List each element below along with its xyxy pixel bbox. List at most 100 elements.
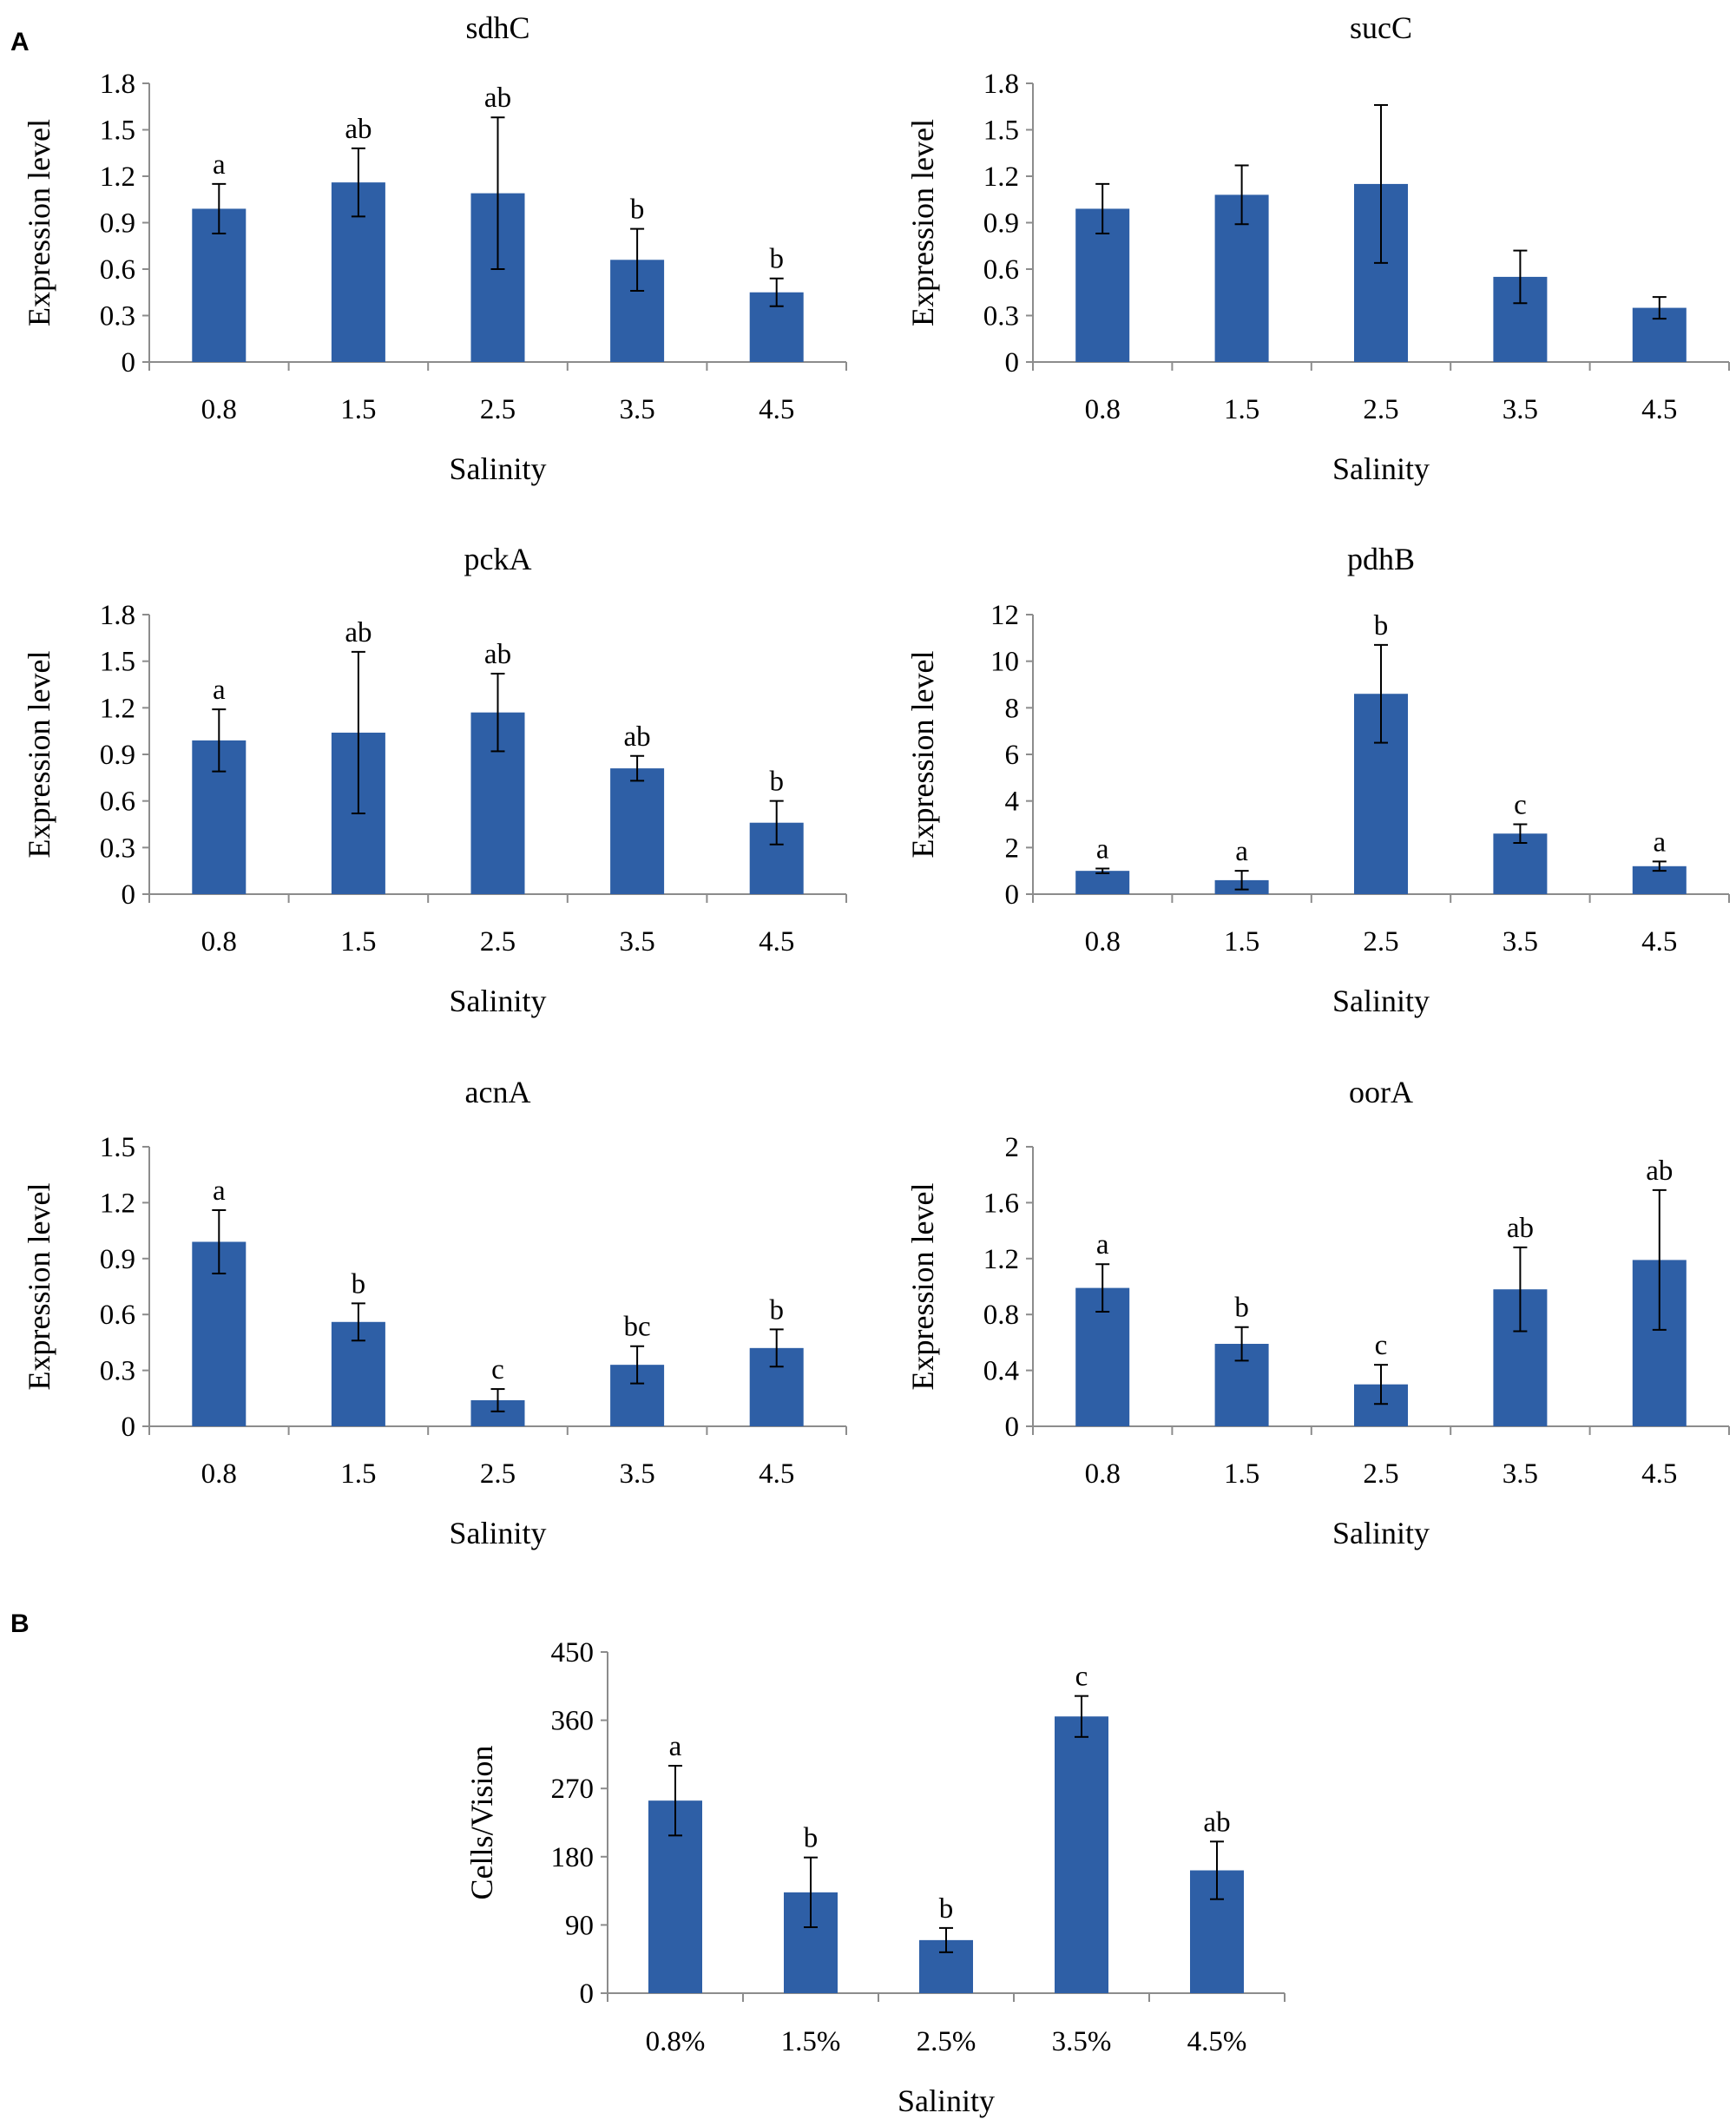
significance-label: ab (345, 617, 372, 648)
x-axis-label: Salinity (1332, 451, 1430, 486)
bar-3.5 (610, 768, 665, 894)
significance-label: ab (345, 114, 372, 145)
y-tick-label: 0.8 (983, 1300, 1019, 1331)
y-tick-label: 180 (551, 1842, 595, 1873)
y-tick-label: 0 (1005, 347, 1020, 378)
error-bar (769, 800, 784, 846)
x-axis-label: Salinity (449, 984, 546, 1018)
error-bar (490, 1388, 505, 1412)
error-bar (1095, 182, 1110, 234)
significance-label: a (1653, 826, 1666, 858)
bar-3.5% (1055, 1716, 1108, 1993)
y-axis-label: Expression level (22, 1183, 56, 1391)
error-bar (668, 1765, 682, 1837)
x-tick-label: 3.5 (1503, 394, 1538, 425)
error-bar (1652, 296, 1667, 320)
error-bar (1374, 1364, 1388, 1405)
error-bar (212, 182, 227, 234)
error-bar (351, 1302, 365, 1342)
x-tick-label: 4.5 (759, 394, 794, 425)
chart-title: sucC (1350, 10, 1412, 45)
error-bar (630, 227, 645, 292)
chart-pdhB: pdhB 0 2 4 6 8 10 12 a 0.8 a 1.5 b 2.5 c 3.5 a 4.5 Salinit… (905, 542, 1730, 1018)
significance-label: a (1096, 1229, 1109, 1260)
y-tick-label: 2 (1005, 833, 1020, 864)
x-tick-label: 0.8 (201, 394, 237, 425)
x-tick-label: 4.5 (759, 1458, 794, 1490)
x-tick-label: 0.8 (201, 1458, 237, 1490)
error-bar (1513, 823, 1528, 844)
x-tick-label: 0.8 (1085, 1458, 1121, 1490)
x-tick-label: 3.5 (619, 926, 654, 958)
y-tick-label: 1.8 (100, 600, 135, 631)
x-tick-label: 1.5% (781, 2026, 841, 2057)
y-tick-label: 1.2 (983, 1244, 1019, 1275)
y-tick-label: 450 (551, 1637, 595, 1669)
y-tick-label: 90 (565, 1910, 594, 1941)
chart-sucC: sucC 0 0.3 0.6 0.9 1.2 1.5 1.8 0.8 1.5 2.5 3.5 4.5 Sa… (905, 10, 1730, 486)
significance-label: b (939, 1893, 954, 1925)
x-tick-label: 2.5 (1363, 926, 1398, 958)
error-bar (212, 708, 227, 773)
y-tick-label: 0.3 (100, 301, 135, 332)
significance-label: b (1234, 1293, 1249, 1324)
error-bar (351, 650, 365, 814)
error-bar (490, 672, 505, 753)
y-tick-label: 1.8 (983, 69, 1019, 100)
error-bar (630, 754, 645, 782)
error-bar (1374, 643, 1388, 744)
significance-label: ab (484, 82, 511, 114)
x-tick-label: 3.5 (1503, 1458, 1538, 1490)
y-tick-label: 0 (122, 1412, 136, 1443)
error-bar (1234, 164, 1249, 226)
y-tick-label: 0 (122, 879, 136, 911)
y-tick-label: 0.6 (100, 1300, 135, 1331)
x-tick-label: 4.5 (759, 926, 794, 958)
significance-label: c (1375, 1330, 1388, 1361)
significance-label: ab (1203, 1807, 1230, 1838)
y-axis-label: Expression level (905, 119, 940, 326)
y-tick-label: 10 (990, 647, 1019, 678)
significance-label: b (769, 767, 784, 798)
panel-label-b: B (10, 1609, 30, 1638)
chart-cells-vision: 0 90 180 270 360 450 a 0.8% b 1.5% b 2.5% c 3.5% ab 4.5… (464, 1637, 1286, 2118)
significance-label: b (1374, 610, 1389, 642)
error-bar (1374, 103, 1388, 264)
y-tick-label: 1.6 (983, 1188, 1019, 1219)
x-tick-label: 0.8 (201, 926, 237, 958)
chart-sdhC: sdhC 0 0.3 0.6 0.9 1.2 1.5 1.8 a 0.8 ab 1.5 ab 2.5 b 3.… (22, 10, 847, 486)
y-tick-label: 8 (1005, 693, 1020, 724)
x-tick-label: 0.8% (646, 2026, 706, 2057)
y-tick-label: 12 (990, 600, 1019, 631)
chart-pckA: pckA 0 0.3 0.6 0.9 1.2 1.5 1.8 a 0.8 ab 1.5 ab 2.5 ab 3… (22, 542, 847, 1018)
significance-label: b (769, 244, 784, 275)
significance-label: a (1235, 836, 1248, 867)
significance-label: b (804, 1823, 819, 1854)
y-axis-label: Expression level (905, 1183, 940, 1391)
y-tick-label: 0.4 (983, 1356, 1019, 1387)
chart-title: sdhC (465, 10, 529, 45)
significance-label: c (491, 1354, 504, 1386)
error-bar (1513, 1246, 1528, 1333)
significance-label: ab (1507, 1213, 1534, 1244)
y-tick-label: 270 (551, 1774, 595, 1805)
error-bar (769, 1328, 784, 1368)
error-bar (1075, 1695, 1088, 1738)
significance-label: c (1514, 790, 1527, 821)
error-bar (1095, 867, 1110, 874)
x-axis-label: Salinity (449, 1516, 546, 1550)
x-axis-label: Salinity (898, 2083, 995, 2118)
chart-title: oorA (1349, 1075, 1413, 1109)
y-tick-label: 1.2 (100, 693, 135, 724)
y-tick-label: 0 (1005, 1412, 1020, 1443)
y-tick-label: 0 (580, 1978, 595, 2010)
chart-title: pdhB (1347, 542, 1415, 576)
x-tick-label: 1.5 (340, 926, 376, 958)
error-bar (630, 1345, 645, 1385)
error-bar (490, 116, 505, 270)
x-tick-label: 2.5 (1363, 394, 1398, 425)
error-bar (804, 1856, 818, 1929)
y-tick-label: 0.6 (100, 787, 135, 818)
y-tick-label: 1.5 (100, 115, 135, 147)
